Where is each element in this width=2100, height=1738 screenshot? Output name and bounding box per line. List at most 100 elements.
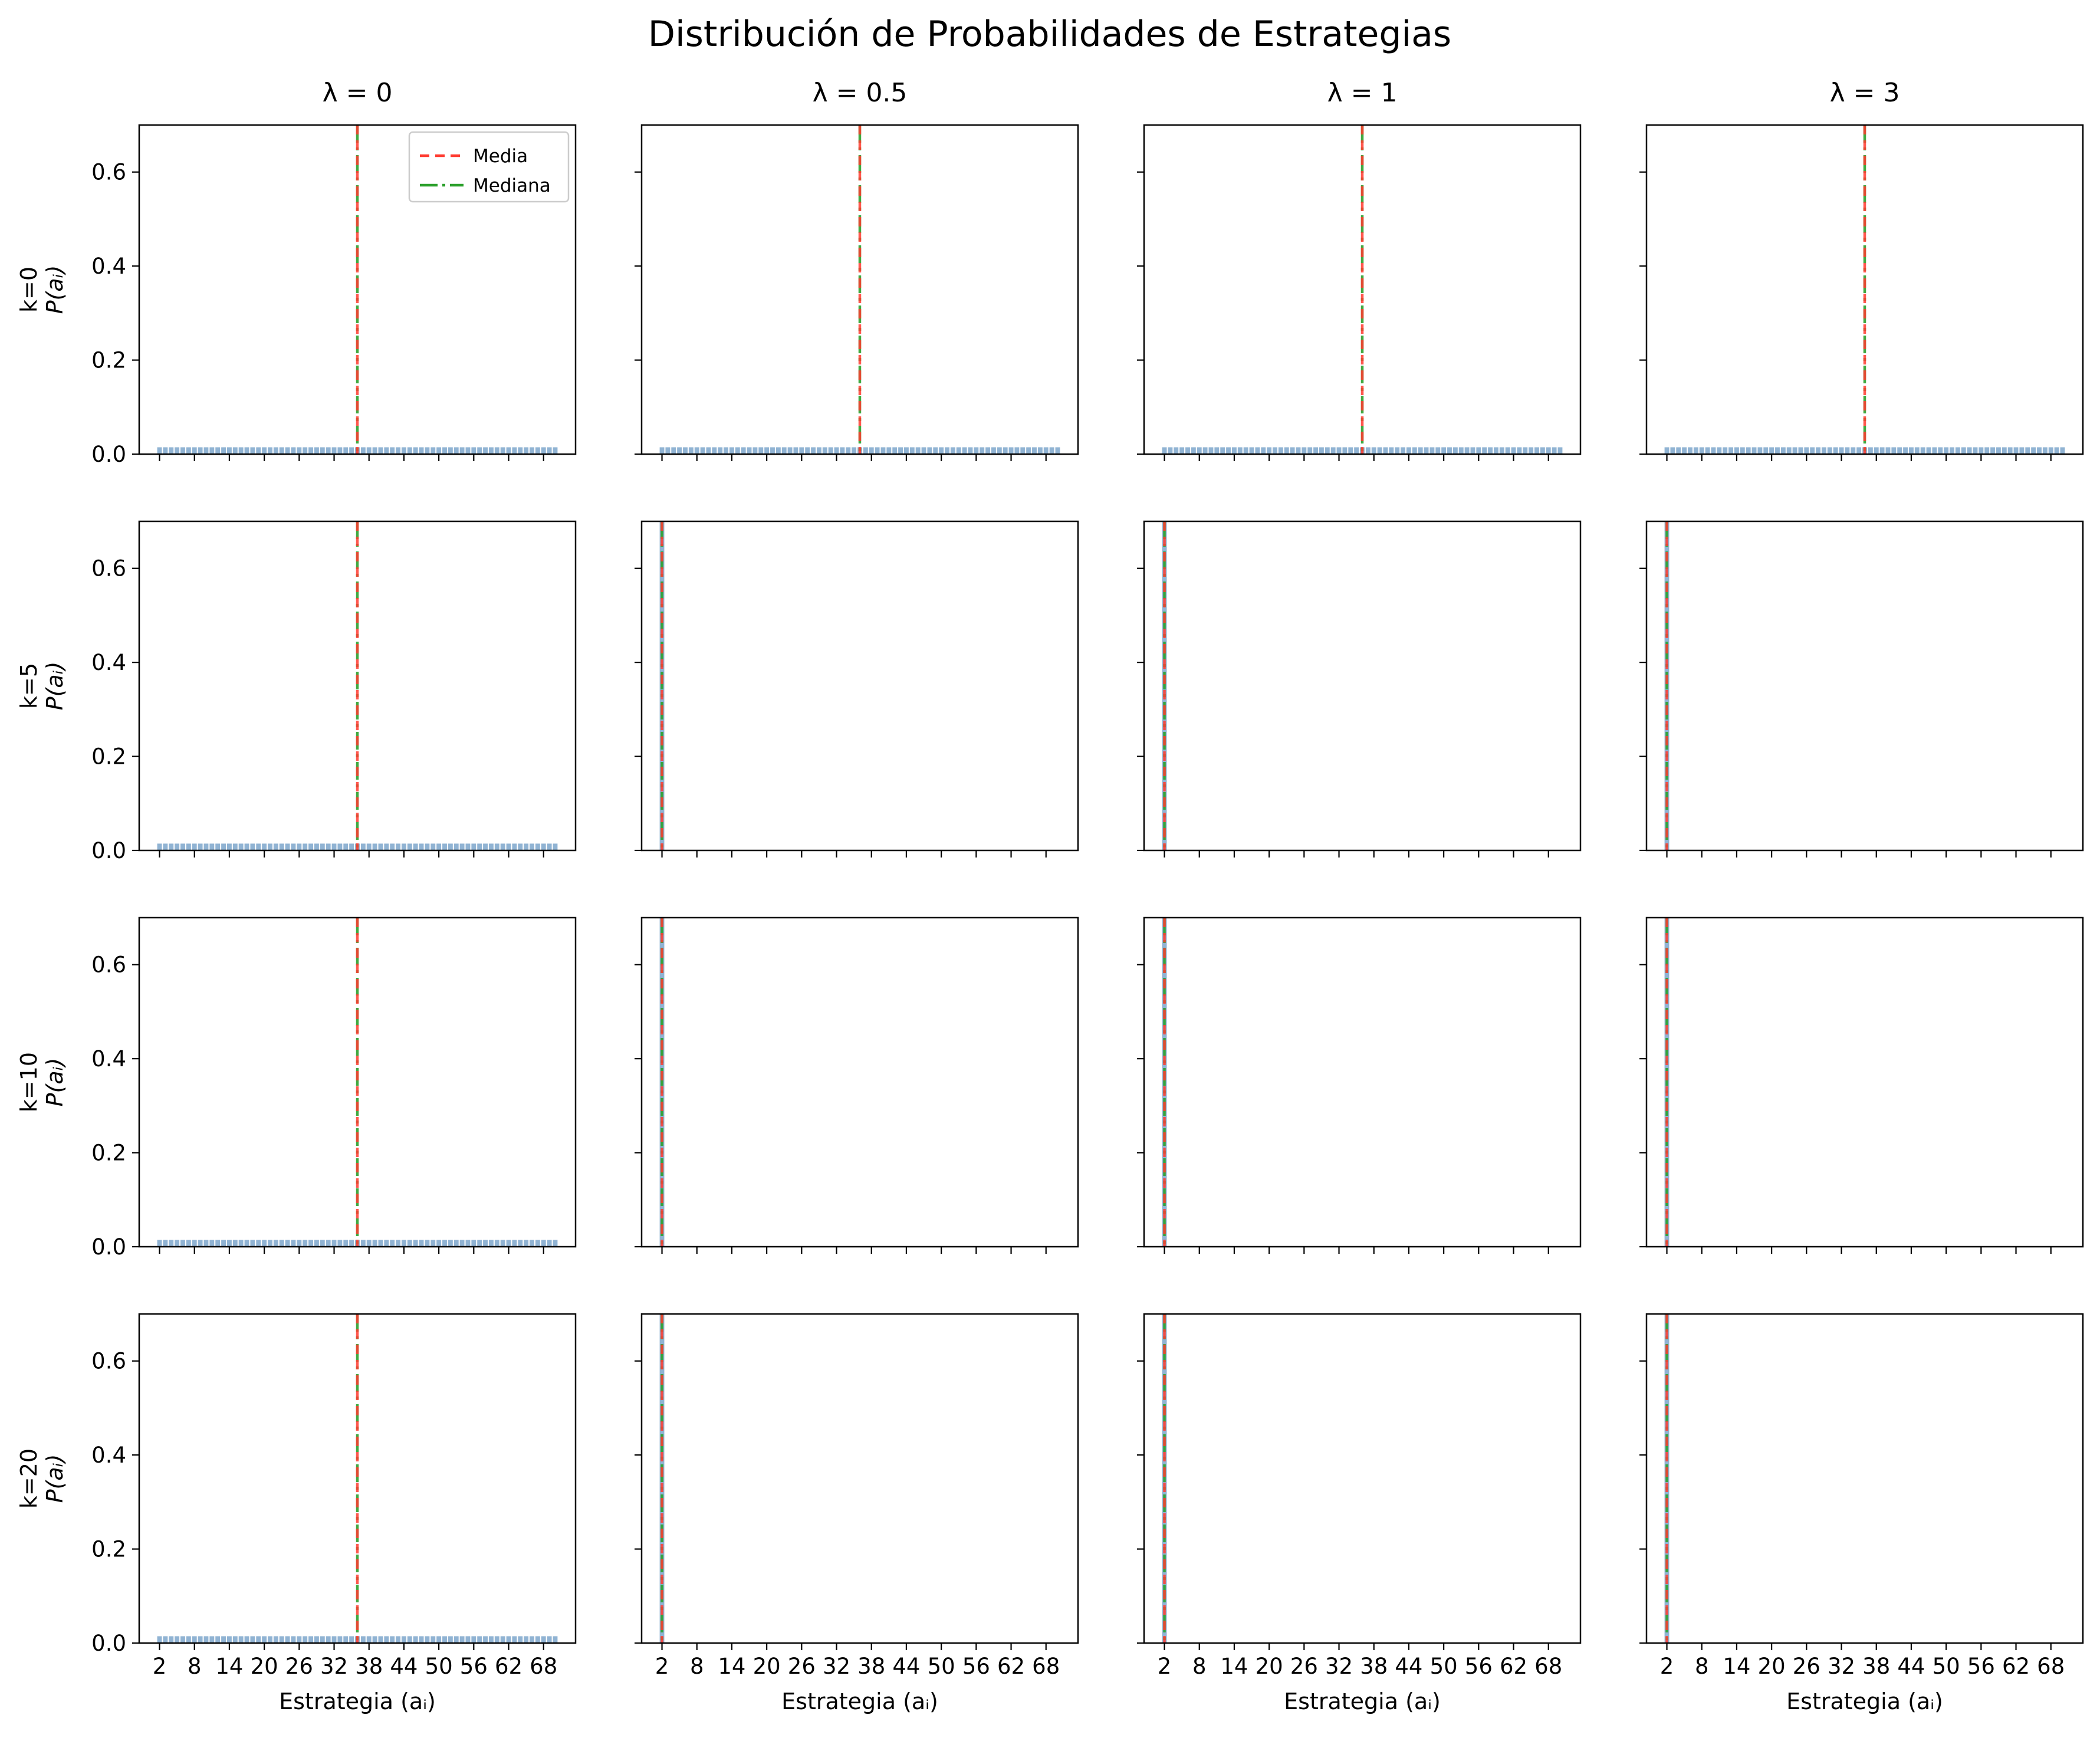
bar bbox=[1162, 447, 1167, 454]
bar bbox=[1693, 447, 1698, 454]
bar bbox=[250, 447, 255, 454]
x-tick-label: 20 bbox=[753, 1654, 781, 1679]
bar bbox=[2013, 447, 2019, 454]
x-tick-label: 56 bbox=[1967, 1654, 1995, 1679]
bar bbox=[518, 1636, 523, 1643]
bar bbox=[203, 1636, 209, 1643]
bar bbox=[483, 843, 488, 850]
bar bbox=[712, 447, 717, 454]
bar bbox=[378, 447, 383, 454]
bar bbox=[1996, 447, 2001, 454]
x-tick-label: 26 bbox=[1290, 1654, 1318, 1679]
bar bbox=[898, 447, 903, 454]
panel-r1-c2 bbox=[1137, 520, 1582, 857]
bar bbox=[1202, 447, 1208, 454]
bar bbox=[1003, 447, 1008, 454]
bar bbox=[360, 843, 366, 850]
x-tick-label: 44 bbox=[892, 1654, 920, 1679]
x-tick-label: 2 bbox=[153, 1654, 167, 1679]
x-tick-label: 2 bbox=[655, 1654, 669, 1679]
bar bbox=[331, 843, 337, 850]
x-tick-label: 68 bbox=[530, 1654, 557, 1679]
bar bbox=[822, 447, 827, 454]
y-axis-label: P(aᵢ) bbox=[42, 662, 68, 711]
bar bbox=[1914, 447, 1920, 454]
bar bbox=[1682, 447, 1687, 454]
panel-r3-c3: 2 8 14 20 26 32 38 44 50 56 62 68 Estrategia (aᵢ) bbox=[1639, 1313, 2084, 1714]
row-label: k=20 bbox=[16, 1448, 42, 1509]
bar bbox=[1406, 447, 1411, 454]
bar bbox=[1938, 447, 1943, 454]
bar bbox=[1557, 447, 1563, 454]
bar bbox=[1505, 447, 1510, 454]
bar bbox=[1220, 447, 1225, 454]
bar bbox=[430, 843, 436, 850]
bar bbox=[390, 1636, 395, 1643]
bar bbox=[729, 447, 734, 454]
bar bbox=[372, 1636, 377, 1643]
bar bbox=[553, 1240, 558, 1247]
bar bbox=[2031, 447, 2036, 454]
bar bbox=[892, 447, 898, 454]
bar bbox=[297, 447, 302, 454]
bar bbox=[360, 1636, 366, 1643]
bar bbox=[1833, 447, 1838, 454]
bar bbox=[465, 1636, 471, 1643]
bar bbox=[688, 447, 694, 454]
axes-frame bbox=[640, 916, 1079, 1248]
bar bbox=[407, 447, 412, 454]
bar bbox=[512, 843, 517, 850]
bar bbox=[256, 1240, 261, 1247]
bar bbox=[303, 447, 308, 454]
bar bbox=[303, 843, 308, 850]
bar bbox=[1313, 447, 1319, 454]
bar bbox=[244, 843, 249, 850]
bar bbox=[1874, 447, 1879, 454]
bar bbox=[1191, 447, 1196, 454]
bar bbox=[372, 447, 377, 454]
bar bbox=[232, 843, 238, 850]
bar bbox=[1296, 447, 1301, 454]
bar bbox=[483, 1636, 488, 1643]
y-tick-label: 0.0 bbox=[91, 1234, 126, 1260]
x-tick-label: 8 bbox=[690, 1654, 704, 1679]
bar bbox=[787, 447, 793, 454]
bar bbox=[1185, 447, 1190, 454]
bar bbox=[706, 447, 711, 454]
axes-frame bbox=[138, 916, 577, 1248]
bar bbox=[349, 447, 354, 454]
bar bbox=[1711, 447, 1716, 454]
bar bbox=[1552, 447, 1557, 454]
bar bbox=[488, 447, 494, 454]
bar bbox=[1944, 447, 1949, 454]
x-tick-label: 38 bbox=[1862, 1654, 1890, 1679]
bar bbox=[1688, 447, 1693, 454]
figure-title: Distribución de Probabilidades de Estrat… bbox=[648, 14, 1451, 55]
bar bbox=[1319, 447, 1324, 454]
bar bbox=[1546, 447, 1551, 454]
bar bbox=[1424, 447, 1429, 454]
bar bbox=[314, 1240, 319, 1247]
bar bbox=[741, 447, 746, 454]
bar bbox=[308, 843, 314, 850]
bar bbox=[291, 447, 296, 454]
bar bbox=[285, 1636, 290, 1643]
bar bbox=[1014, 447, 1020, 454]
bar bbox=[180, 1636, 185, 1643]
bar bbox=[1302, 447, 1307, 454]
bar bbox=[244, 1240, 249, 1247]
bar bbox=[547, 843, 552, 850]
bar bbox=[203, 1240, 209, 1247]
bar bbox=[1043, 447, 1049, 454]
bar bbox=[665, 447, 671, 454]
bar bbox=[1856, 447, 1862, 454]
bar bbox=[320, 1636, 325, 1643]
panel-r2-c2 bbox=[1137, 916, 1582, 1254]
bar bbox=[279, 1636, 284, 1643]
bar bbox=[2025, 447, 2030, 454]
bar bbox=[268, 843, 272, 850]
bar bbox=[256, 1636, 261, 1643]
bar bbox=[285, 447, 290, 454]
bar bbox=[1273, 447, 1277, 454]
bar bbox=[1365, 447, 1371, 454]
